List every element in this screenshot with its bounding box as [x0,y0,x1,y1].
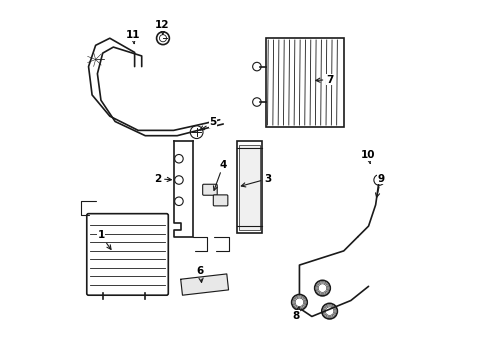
FancyBboxPatch shape [213,195,227,206]
Bar [239,145,260,230]
Text: 4: 4 [213,159,226,190]
FancyBboxPatch shape [202,184,217,195]
Bar [265,38,343,127]
FancyBboxPatch shape [86,214,168,295]
Text: 11: 11 [125,30,140,44]
Text: 1: 1 [97,230,111,249]
Text: 9: 9 [375,174,384,197]
Text: 3: 3 [241,174,271,187]
Text: 12: 12 [155,20,169,34]
Text: 6: 6 [196,266,203,282]
Text: 7: 7 [315,75,333,85]
Text: 5: 5 [200,117,216,130]
Text: 8: 8 [292,307,299,321]
Text: 10: 10 [360,150,374,163]
Text: 2: 2 [154,174,171,184]
Bar [237,141,262,233]
Polygon shape [181,274,228,295]
